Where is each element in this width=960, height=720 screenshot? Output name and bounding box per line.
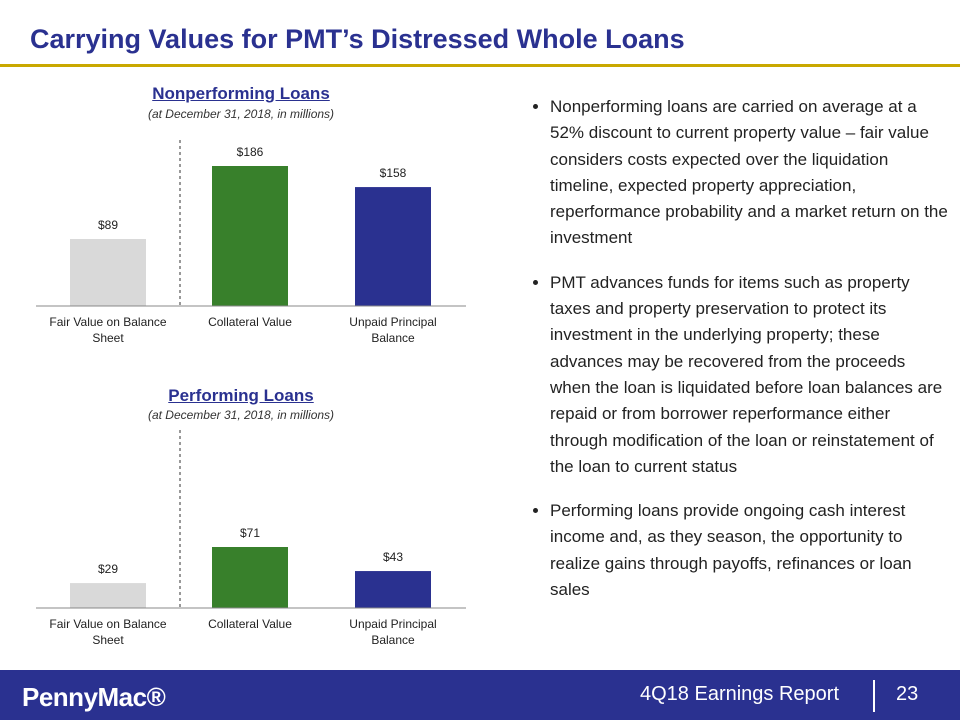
bullet: Nonperforming loans are carried on avera…	[550, 94, 950, 252]
page-number: 23	[896, 683, 919, 705]
chart-subtitle: (at December 31, 2018, in millions)	[147, 107, 335, 121]
chart-title: Nonperforming Loans	[152, 84, 330, 103]
value-label: $89	[97, 218, 119, 232]
category-label: Collateral Value	[208, 315, 292, 329]
logo: PennyMac®	[22, 682, 166, 712]
report-name: 4Q18 Earnings Report	[640, 683, 840, 705]
bar	[70, 239, 146, 306]
category-label: Fair Value on Balance Sheet	[49, 315, 167, 345]
chart-title: Performing Loans	[168, 386, 314, 405]
value-label: $186	[236, 145, 264, 159]
bullet-list: Nonperforming loans are carried on avera…	[528, 94, 950, 621]
category-label: Collateral Value	[208, 617, 292, 631]
separator	[873, 680, 875, 712]
bar	[212, 166, 288, 306]
slide-title: Carrying Values for PMT’s Distressed Who…	[30, 24, 685, 54]
bullet: Performing loans provide ongoing cash in…	[550, 498, 950, 603]
category-label: Unpaid Principal Balance	[349, 617, 437, 647]
value-label: $71	[239, 526, 261, 540]
chart-subtitle: (at December 31, 2018, in millions)	[147, 408, 335, 422]
footer-bar	[0, 670, 960, 720]
value-label: $158	[379, 166, 407, 181]
title-rule	[0, 64, 960, 67]
category-label: Fair Value on Balance Sheet	[49, 617, 167, 647]
category-label: Unpaid Principal Balance	[349, 315, 437, 345]
bar	[355, 571, 431, 608]
value-label: $29	[97, 562, 119, 577]
value-label: $43	[382, 550, 404, 565]
bar	[212, 547, 288, 608]
bar	[355, 187, 431, 306]
bar	[70, 583, 146, 608]
bullet: PMT advances funds for items such as pro…	[550, 270, 950, 480]
